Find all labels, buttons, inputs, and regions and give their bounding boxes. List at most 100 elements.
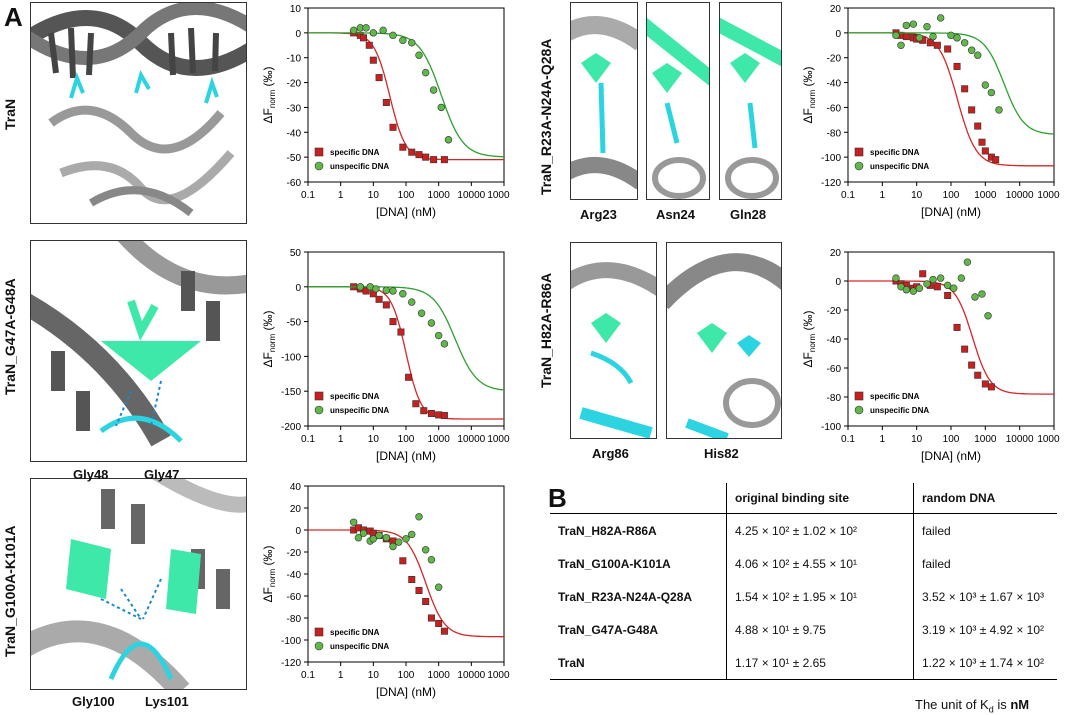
- x-tick-label: 100000: [487, 670, 510, 681]
- y-tick-label: -50: [287, 318, 302, 329]
- unspecific-data-point: [984, 312, 992, 320]
- structure-image-asn24: [646, 2, 710, 200]
- unspecific-data-point: [408, 298, 416, 306]
- residue-label-arg23: Arg23: [580, 207, 617, 222]
- x-tick-label: 1000: [428, 670, 451, 681]
- specific-data-point: [981, 380, 989, 388]
- unspecific-data-point: [427, 319, 436, 327]
- unspecific-data-point: [408, 39, 416, 47]
- specific-data-point: [412, 400, 420, 408]
- unit-footnote-mid: is: [993, 697, 1011, 712]
- x-tick-label: 10: [911, 190, 923, 201]
- unspecific-data-point: [369, 535, 378, 543]
- residue-label-gln28: Gln28: [730, 207, 767, 222]
- x-tick-label: 1000: [428, 434, 451, 445]
- y-tick-label: -120: [281, 658, 301, 669]
- legend-unspecific-label: unspecific DNA: [330, 642, 389, 651]
- unspecific-data-point: [417, 309, 426, 317]
- unspecific-data-point: [943, 281, 952, 290]
- y-axis-label: ΔFnorm (‰): [801, 67, 817, 124]
- specific-data-point: [974, 122, 982, 130]
- unspecific-data-point: [892, 274, 900, 282]
- kd-header-blank: [550, 483, 727, 514]
- x-tick-label: 10000: [1006, 434, 1034, 445]
- x-axis-label: [DNA] (nM): [921, 205, 981, 219]
- unspecific-data-point: [967, 46, 976, 54]
- unspecific-data-point: [987, 88, 996, 97]
- y-tick-label: -100: [821, 422, 841, 433]
- table-row: TraN 1.17 × 10¹ ± 2.65 1.22 × 10³ ± 1.74 ×…: [550, 646, 1057, 680]
- y-axis-label: ΔFnorm (‰): [261, 311, 277, 368]
- unit-footnote: The unit of Kd is nM: [915, 697, 1029, 715]
- legend-specific-label: specific DNA: [330, 392, 380, 401]
- unspecific-data-point: [936, 274, 945, 282]
- y-tick-label: 50: [290, 248, 302, 259]
- y-tick-label: -60: [827, 103, 842, 114]
- y-tick-label: -80: [287, 614, 302, 625]
- y-tick-label: 10: [290, 4, 302, 15]
- specific-data-point: [427, 614, 435, 622]
- y-axis-label: ΔFnorm (‰): [801, 311, 817, 368]
- kd-original-value: 1.54 × 10² ± 1.95 × 10¹: [726, 580, 914, 613]
- kd-construct: TraN: [558, 655, 585, 670]
- y-tick-label: 0: [295, 526, 301, 537]
- x-tick-label: 10: [368, 434, 380, 445]
- legend-specific-label: specific DNA: [870, 392, 920, 401]
- unspecific-data-point: [981, 81, 990, 89]
- y-tick-label: -50: [287, 153, 302, 164]
- unspecific-data-point: [421, 68, 430, 77]
- residue-label-gly100: Gly100: [72, 694, 115, 709]
- unspecific-data-point: [362, 24, 370, 32]
- specific-data-point: [420, 407, 428, 415]
- specific-data-point: [422, 153, 430, 161]
- kd-random-value: failed: [913, 547, 1057, 580]
- x-tick-label: 100000: [1037, 190, 1060, 201]
- y-tick-label: -60: [287, 178, 302, 189]
- y-tick-label: -60: [287, 592, 302, 603]
- structure-image-tran: [30, 2, 247, 224]
- specific-data-point: [440, 627, 448, 635]
- structure-image-arg86: [570, 242, 657, 439]
- unspecific-data-point: [909, 287, 918, 295]
- x-tick-label: 100000: [487, 434, 510, 445]
- y-tick-label: -150: [281, 387, 301, 398]
- kd-random-value: 1.22 × 10³ ± 1.74 × 10²: [913, 646, 1057, 680]
- kd-original-value: 4.06 × 10² ± 4.55 × 10¹: [726, 547, 914, 580]
- row-label-h82a-r86a: TraN_H82A-R86A: [538, 272, 554, 388]
- y-axis-label: ΔFnorm (‰): [261, 67, 277, 124]
- specific-data-point: [389, 318, 397, 326]
- x-tick-label: 100: [398, 190, 415, 201]
- unspecific-data-point: [415, 513, 423, 521]
- specific-data-point: [992, 156, 1000, 164]
- y-tick-label: -40: [287, 570, 302, 581]
- kd-construct: TraN_R23A-N24A-Q28A: [558, 589, 693, 604]
- unspecific-data-point: [375, 531, 383, 540]
- unspecific-data-point: [978, 290, 986, 298]
- x-tick-label: 0.1: [841, 190, 855, 201]
- kd-original-value: 4.88 × 10¹ ± 9.75: [726, 613, 914, 646]
- x-tick-label: 1000: [428, 190, 451, 201]
- x-tick-label: 10: [368, 670, 380, 681]
- x-tick-label: 0.1: [301, 190, 315, 201]
- x-tick-label: 0.1: [841, 434, 855, 445]
- residue-label-his82: His82: [704, 446, 739, 461]
- specific-data-point: [953, 62, 961, 70]
- specific-data-point: [382, 301, 390, 309]
- table-row: TraN_G47A-G48A 4.88 × 10¹ ± 9.75 3.19 × 10…: [550, 613, 1057, 646]
- specific-data-point: [968, 106, 976, 114]
- unit-footnote-sub: d: [988, 704, 994, 715]
- x-tick-label: 100000: [1037, 434, 1060, 445]
- y-tick-label: -80: [827, 128, 842, 139]
- kd-construct: TraN_H82A-R86A: [558, 523, 657, 538]
- unspecific-data-point: [971, 293, 979, 301]
- table-row: TraN_H82A-R86A 4.25 × 10² ± 1.02 × 10² fai…: [550, 513, 1057, 547]
- x-tick-label: 1: [338, 190, 344, 201]
- structure-image-g100a-k101a: [30, 478, 247, 690]
- specific-fit-line: [308, 529, 504, 638]
- unspecific-data-point: [429, 86, 438, 94]
- panel-a-label: A: [4, 2, 23, 32]
- unspecific-data-point: [902, 21, 911, 30]
- structure-image-g47a-g48a: [30, 240, 247, 462]
- unspecific-data-point: [929, 275, 937, 284]
